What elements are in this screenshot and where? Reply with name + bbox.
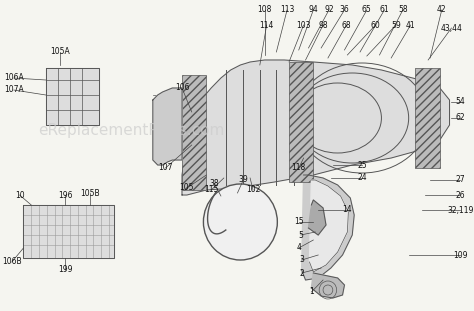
Text: 105: 105 bbox=[180, 183, 194, 193]
Text: 94: 94 bbox=[309, 6, 318, 15]
Polygon shape bbox=[311, 273, 345, 298]
Polygon shape bbox=[182, 60, 449, 195]
Text: 196: 196 bbox=[58, 191, 73, 199]
Text: 109: 109 bbox=[453, 250, 467, 259]
Text: 15: 15 bbox=[294, 217, 303, 226]
Bar bbox=[182, 75, 206, 190]
Text: 24: 24 bbox=[357, 174, 367, 183]
Text: 2: 2 bbox=[299, 268, 304, 277]
Text: 27: 27 bbox=[456, 175, 465, 184]
Text: 43,44: 43,44 bbox=[440, 24, 463, 33]
Polygon shape bbox=[23, 205, 114, 258]
Text: 106: 106 bbox=[175, 83, 189, 92]
Text: 1: 1 bbox=[309, 287, 314, 296]
Text: 107: 107 bbox=[158, 164, 173, 173]
Text: 25: 25 bbox=[357, 160, 367, 169]
Text: 65: 65 bbox=[362, 6, 372, 15]
Text: 26: 26 bbox=[456, 191, 465, 199]
Text: 105B: 105B bbox=[80, 188, 100, 197]
Text: 3: 3 bbox=[299, 256, 304, 264]
Text: 106A: 106A bbox=[4, 73, 24, 82]
Text: 103: 103 bbox=[296, 21, 311, 30]
Text: 107A: 107A bbox=[4, 86, 24, 95]
Text: 105A: 105A bbox=[51, 48, 70, 57]
Text: 32,119: 32,119 bbox=[447, 206, 474, 215]
Text: 61: 61 bbox=[380, 6, 389, 15]
Bar bbox=[416, 68, 440, 168]
Text: 36: 36 bbox=[339, 6, 349, 15]
Text: 102: 102 bbox=[246, 185, 260, 194]
Bar bbox=[289, 62, 313, 182]
Text: 199: 199 bbox=[58, 266, 73, 275]
Text: 118: 118 bbox=[292, 164, 306, 173]
Text: 42: 42 bbox=[437, 6, 447, 15]
Text: 62: 62 bbox=[456, 114, 465, 123]
Text: 68: 68 bbox=[342, 21, 351, 30]
Text: 38: 38 bbox=[210, 179, 219, 188]
Circle shape bbox=[203, 184, 277, 260]
Text: 41: 41 bbox=[406, 21, 415, 30]
Text: 59: 59 bbox=[391, 21, 401, 30]
Polygon shape bbox=[310, 180, 348, 272]
Text: 54: 54 bbox=[456, 98, 465, 106]
Polygon shape bbox=[301, 175, 354, 280]
Text: 10: 10 bbox=[15, 191, 24, 199]
Text: 98: 98 bbox=[318, 21, 328, 30]
Text: 106B: 106B bbox=[2, 258, 22, 267]
Text: 108: 108 bbox=[257, 6, 272, 15]
Text: 58: 58 bbox=[398, 6, 408, 15]
Polygon shape bbox=[46, 68, 100, 125]
Text: 60: 60 bbox=[371, 21, 381, 30]
Text: 115: 115 bbox=[204, 185, 219, 194]
Text: 14: 14 bbox=[343, 206, 352, 215]
Polygon shape bbox=[153, 88, 182, 165]
Text: 4: 4 bbox=[296, 244, 301, 253]
Text: eReplacementParts.com: eReplacementParts.com bbox=[38, 123, 224, 138]
Text: 114: 114 bbox=[259, 21, 274, 30]
Text: 113: 113 bbox=[280, 6, 294, 15]
Polygon shape bbox=[309, 200, 326, 235]
Text: 5: 5 bbox=[298, 230, 303, 239]
Text: 92: 92 bbox=[324, 6, 334, 15]
Text: 39: 39 bbox=[238, 175, 248, 184]
